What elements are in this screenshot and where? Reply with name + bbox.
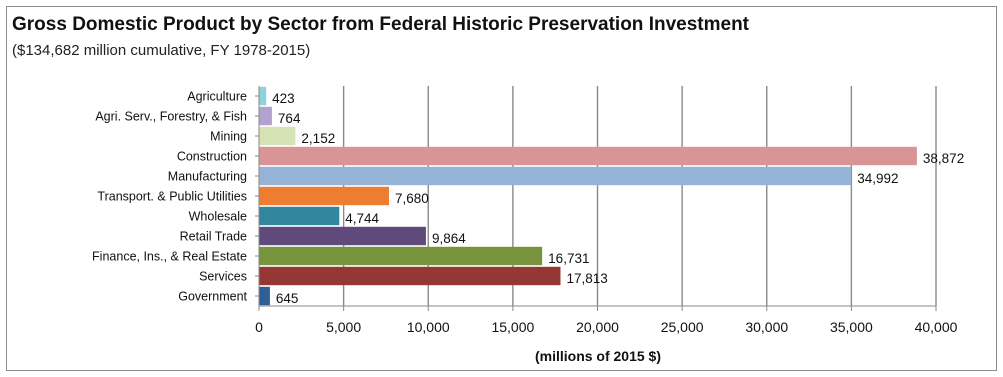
chart-subtitle: ($134,682 million cumulative, FY 1978-20… xyxy=(12,42,311,59)
x-tick-label: 10,000 xyxy=(407,319,450,335)
category-label: Manufacturing xyxy=(168,170,247,184)
data-label: 764 xyxy=(278,111,301,126)
bar xyxy=(259,86,267,106)
bar xyxy=(259,126,296,146)
data-label: 645 xyxy=(276,291,299,306)
category-label: Agri. Serv., Forestry, & Fish xyxy=(95,110,247,124)
x-tick-label: 30,000 xyxy=(745,319,788,335)
bar xyxy=(259,266,561,286)
x-tick-label: 20,000 xyxy=(576,319,619,335)
data-label: 9,864 xyxy=(432,231,466,246)
x-tick-label: 5,000 xyxy=(326,319,361,335)
bars xyxy=(259,86,917,306)
category-label: Transport. & Public Utilities xyxy=(97,190,247,204)
x-tick-label: 35,000 xyxy=(830,319,873,335)
x-tick-label: 25,000 xyxy=(661,319,704,335)
data-label: 7,680 xyxy=(395,191,429,206)
category-label: Finance, Ins., & Real Estate xyxy=(92,250,247,264)
bar xyxy=(259,286,270,306)
bar xyxy=(259,166,852,186)
data-label: 2,152 xyxy=(301,131,335,146)
bar xyxy=(259,206,340,226)
category-label: Government xyxy=(178,290,247,304)
data-label: 34,992 xyxy=(857,171,898,186)
data-label: 16,731 xyxy=(548,251,589,266)
bar xyxy=(259,146,917,166)
category-label: Construction xyxy=(177,150,247,164)
data-label: 423 xyxy=(272,91,295,106)
x-axis-title: (millions of 2015 $) xyxy=(535,348,661,364)
category-label: Retail Trade xyxy=(180,230,247,244)
x-tick-label: 15,000 xyxy=(491,319,534,335)
category-label: Agriculture xyxy=(187,90,247,104)
category-label: Services xyxy=(199,270,247,284)
category-label: Mining xyxy=(210,130,247,144)
data-label: 4,744 xyxy=(345,211,379,226)
axes xyxy=(255,86,937,311)
category-label: Wholesale xyxy=(189,210,247,224)
bar xyxy=(259,246,543,266)
x-tick-label: 0 xyxy=(255,319,263,335)
chart-title: Gross Domestic Product by Sector from Fe… xyxy=(12,14,750,35)
chart-frame xyxy=(6,6,997,371)
bar xyxy=(259,106,272,126)
bar xyxy=(259,226,426,246)
data-label: 17,813 xyxy=(566,271,607,286)
labels: 0 5,000 10,000 15,000 20,000 25,000 30,000 35,0… xyxy=(92,90,964,336)
bar xyxy=(259,186,389,206)
x-tick-label: 40,000 xyxy=(915,319,958,335)
data-label: 38,872 xyxy=(923,151,964,166)
